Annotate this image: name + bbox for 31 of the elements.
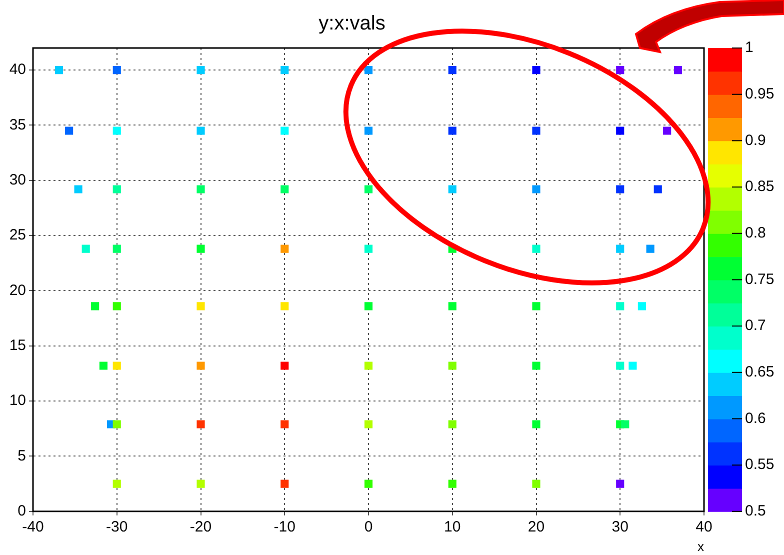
y-tick-label: 25 [9,226,26,244]
x-tick-label: 0 [364,518,373,536]
x-tick-label: 40 [696,518,712,536]
x-tick-label: 10 [444,518,461,536]
x-tick-label: 20 [528,518,545,536]
y-tick-label: 20 [9,282,26,299]
y-tick-label: 30 [9,172,26,189]
y-tick-label: 10 [9,392,26,410]
y-tick-label: 40 [9,61,26,78]
x-tick-label: -20 [190,518,212,536]
color-bar-label: 0.8 [745,224,766,242]
color-bar-label: 0.95 [745,85,774,102]
x-tick-label: -40 [22,518,44,536]
chart-title: y:x:vals [318,12,386,35]
y-tick-label: 0 [18,502,26,520]
color-bar-label: 0.5 [745,502,766,520]
color-bar-label: 0.6 [745,410,766,427]
color-bar-label: 0.7 [745,317,766,334]
color-bar-label: 0.9 [745,132,766,149]
x-tick-label: -30 [106,518,128,536]
y-tick-label: 35 [9,116,26,134]
y-tick-label: 15 [9,337,26,354]
x-axis-title: x [698,538,704,554]
x-tick-label: 30 [612,518,628,536]
color-bar-label: 0.75 [745,270,774,288]
color-bar-label: 0.55 [745,456,774,474]
color-bar-label: 1 [745,39,754,56]
color-bar-label: 0.65 [745,364,774,381]
x-tick-label: -10 [274,518,296,536]
color-bar-label: 0.85 [745,178,774,196]
y-tick-label: 5 [18,447,26,464]
